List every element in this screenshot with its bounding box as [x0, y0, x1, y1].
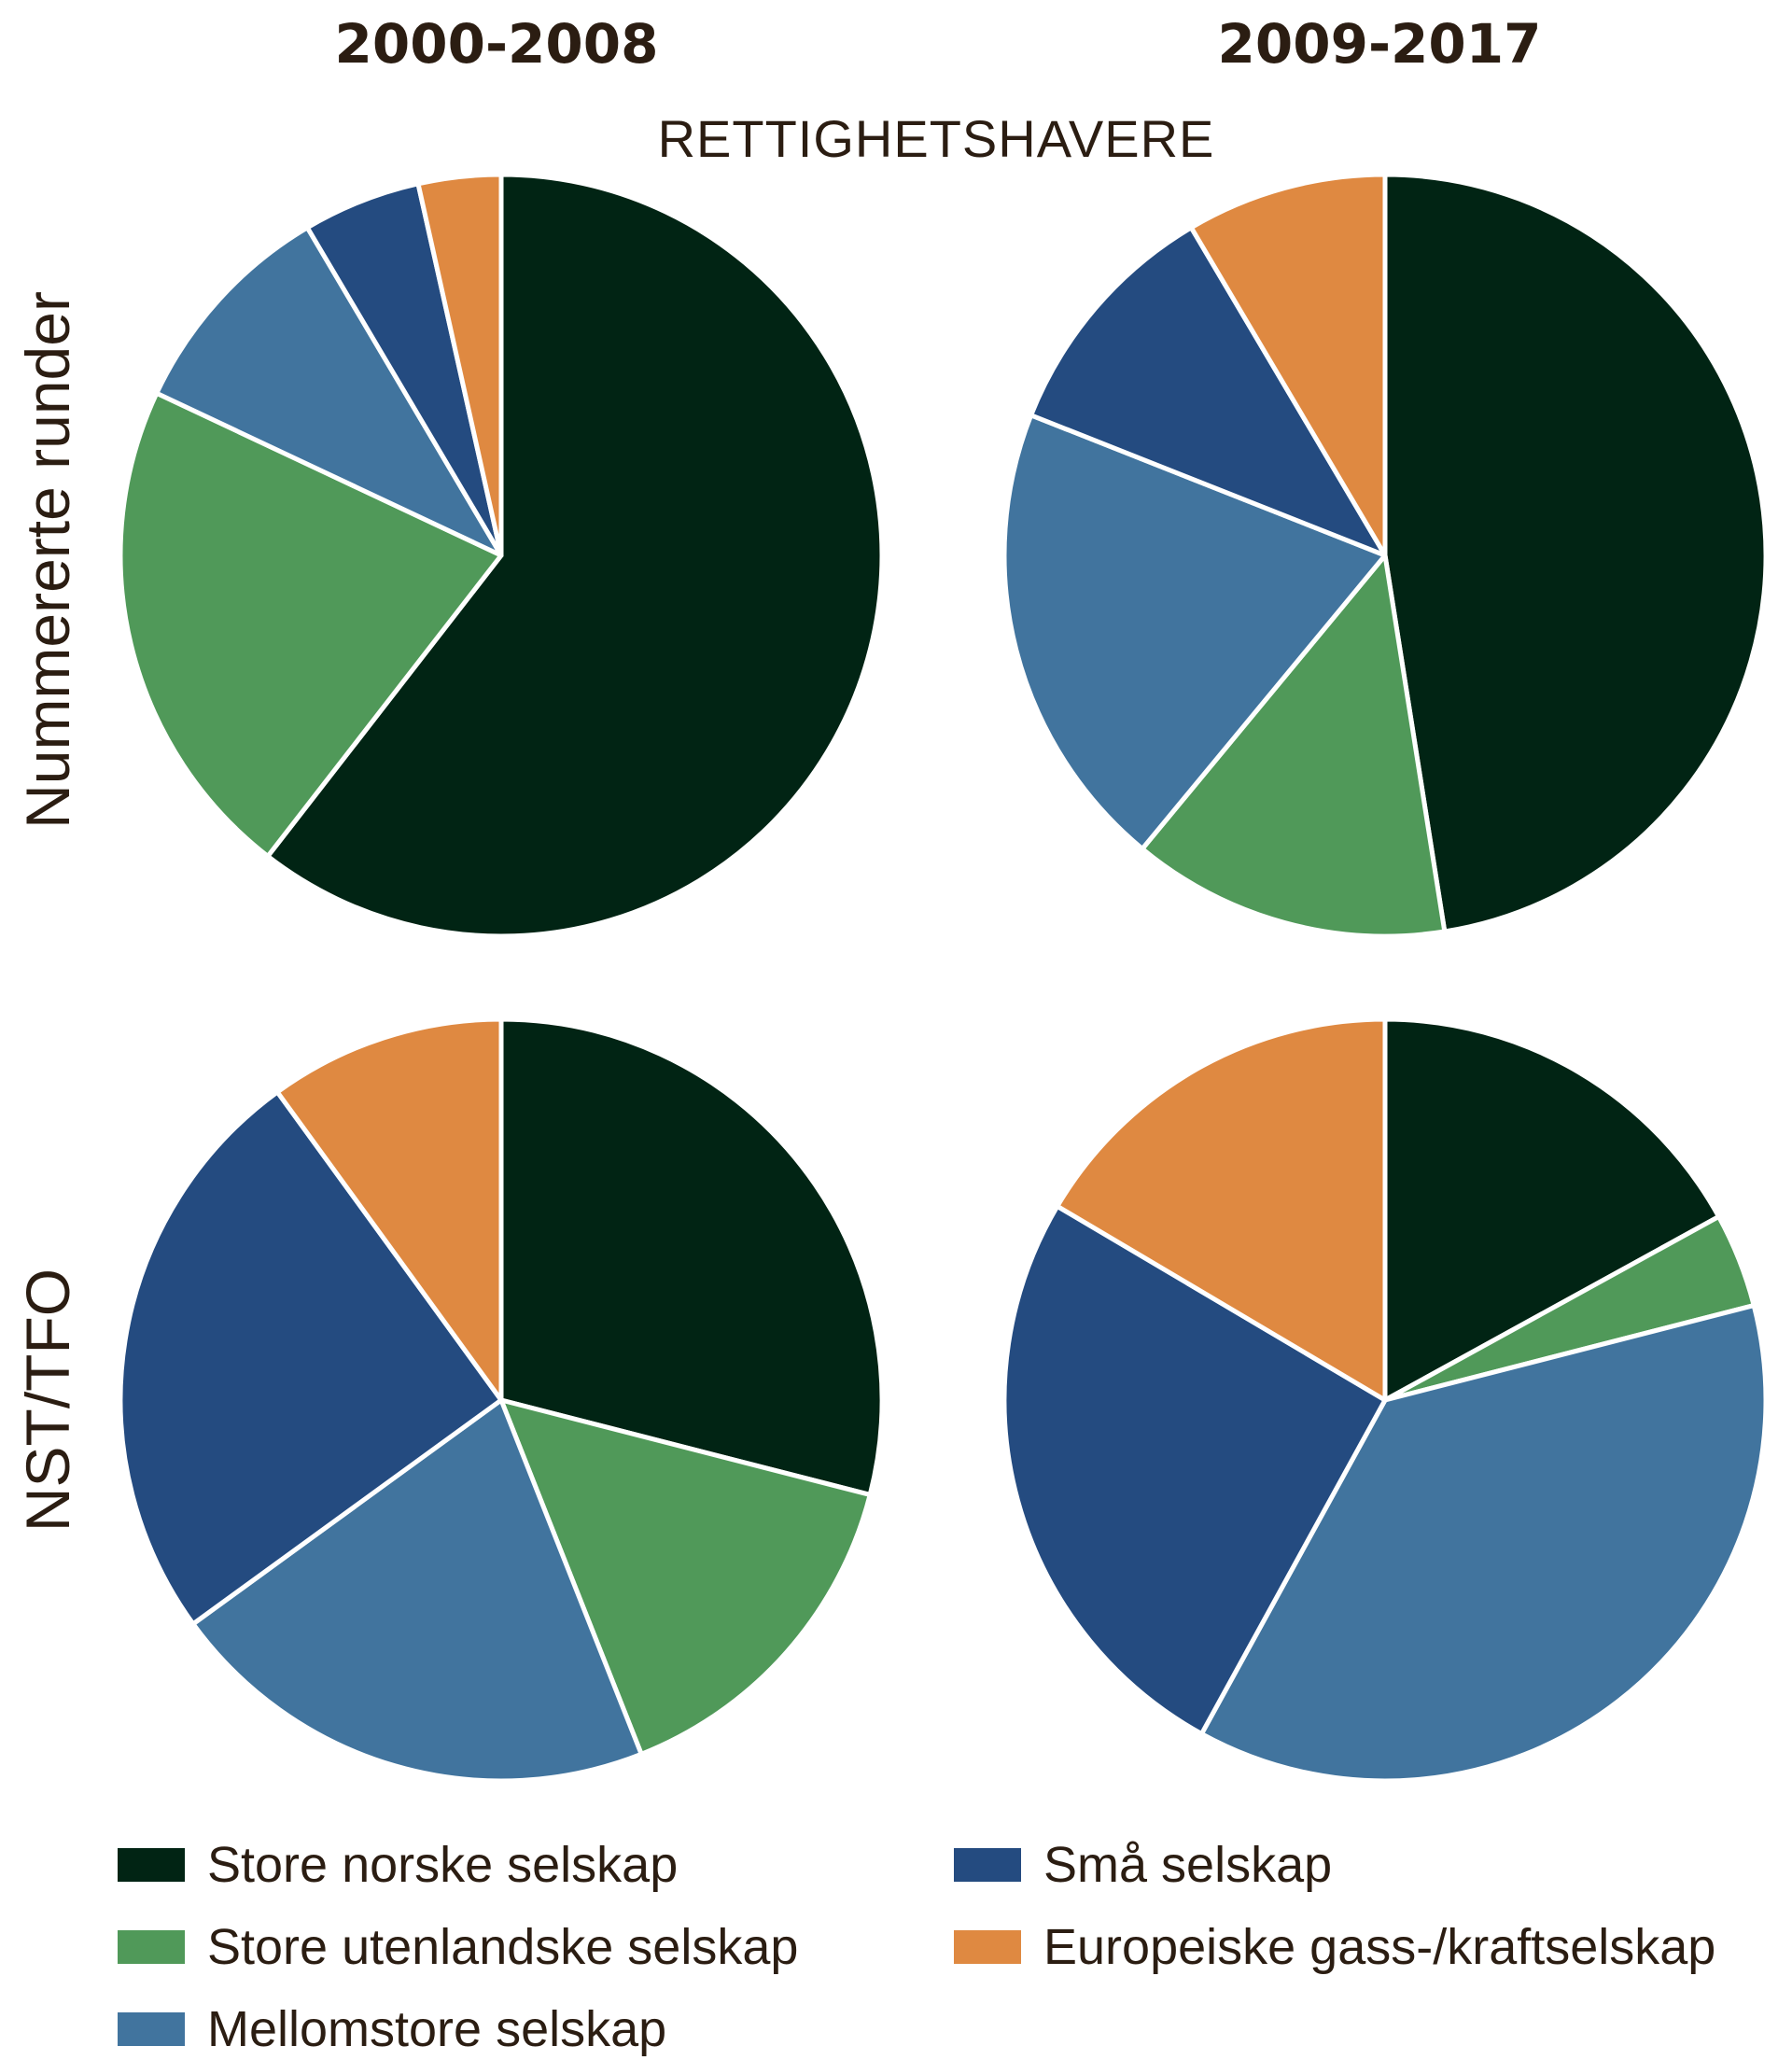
legend-item-store-norske: Store norske selskap: [118, 1837, 678, 1893]
pie-2-slice-store-utenlandske-selskap: [1140, 553, 1448, 939]
chart-title: RETTIGHETSHAVERE: [658, 109, 1215, 168]
pie-3-slice-store-utenlandske-selskap: [498, 1397, 873, 1757]
pie-4-slice-mellomstore-selskap: [1198, 1303, 1769, 1784]
pie-1-slice-store-norske-selskap: [265, 172, 885, 939]
pie-charts: [118, 172, 1769, 1784]
pie-3-slice-europeiske-gass-kraftselskap: [274, 1016, 504, 1403]
column-title-2000-2008: 2000-2008: [335, 12, 659, 76]
pie-2-slice-store-norske-selskap: [1382, 172, 1769, 934]
legend: Store norske selskap Store utenlandske s…: [118, 1837, 1715, 2057]
legend-label-mellomstore: Mellomstore selskap: [207, 2001, 666, 2057]
row-label-nummererte-runder: Nummererte runder: [13, 291, 82, 829]
pie-1: [118, 172, 885, 939]
pie-4: [1001, 1016, 1769, 1784]
pie-4-slice-store-norske-selskap: [1382, 1016, 1722, 1403]
legend-item-europeiske: Europeiske gass-/kraftselskap: [954, 1919, 1715, 1975]
pie-1-slice-store-utenlandske-selskap: [118, 390, 504, 859]
legend-label-store-norske: Store norske selskap: [207, 1837, 678, 1893]
legend-swatch-mellomstore: [118, 2012, 185, 2046]
pie-1-slice-europeiske-gass-kraftselskap: [415, 172, 504, 558]
pie-3-slice-mellomstore-selskap: [190, 1397, 644, 1784]
row-label-nst-tfo: NST/TFO: [13, 1268, 82, 1532]
legend-item-sma: Små selskap: [954, 1837, 1332, 1893]
legend-swatch-europeiske: [954, 1930, 1021, 1964]
pie-2-slice-sma-selskap: [1029, 225, 1388, 558]
pie-4-slice-europeiske-gass-kraftselskap: [1055, 1016, 1388, 1403]
pie-3-slice-store-norske-selskap: [498, 1016, 885, 1497]
legend-label-sma: Små selskap: [1043, 1837, 1332, 1893]
pie-4-slice-sma-selskap: [1001, 1203, 1388, 1737]
legend-item-store-utenlandske: Store utenlandske selskap: [118, 1919, 798, 1975]
pie-3: [118, 1016, 885, 1784]
legend-label-europeiske: Europeiske gass-/kraftselskap: [1043, 1919, 1715, 1975]
legend-label-store-utenlandske: Store utenlandske selskap: [207, 1919, 798, 1975]
legend-swatch-store-utenlandske: [118, 1930, 185, 1964]
pie-3-slice-sma-selskap: [118, 1089, 504, 1627]
legend-swatch-store-norske: [118, 1848, 185, 1882]
legend-item-mellomstore: Mellomstore selskap: [118, 2001, 666, 2057]
pie-2-slice-europeiske-gass-kraftselskap: [1188, 172, 1388, 558]
pie-2: [1001, 172, 1769, 939]
column-title-2009-2017: 2009-2017: [1218, 12, 1542, 76]
pie-2-slice-mellomstore-selskap: [1001, 413, 1388, 851]
pie-1-slice-mellomstore-selskap: [154, 225, 504, 558]
legend-swatch-sma: [954, 1848, 1021, 1882]
